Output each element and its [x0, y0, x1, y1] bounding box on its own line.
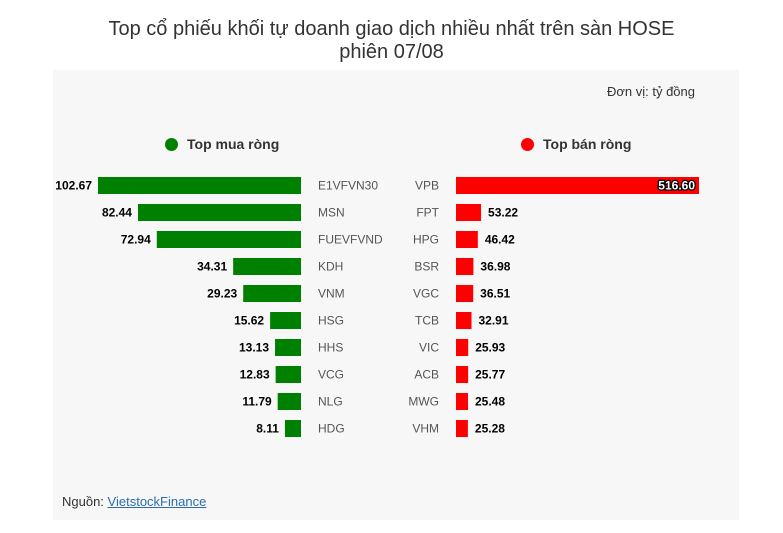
sell-bar [456, 258, 474, 275]
legend-buy[interactable]: Top mua ròng [165, 136, 279, 152]
sell-category-label: VGC [413, 287, 439, 301]
chart-title-line1: Top cổ phiếu khối tự doanh giao dịch nhi… [108, 18, 675, 40]
source-label: Nguồn: [62, 494, 108, 509]
sell-bar [456, 177, 699, 194]
sell-category-label: FPT [416, 206, 439, 220]
buy-bar [233, 258, 301, 275]
source-note: Nguồn: VietstockFinance [62, 494, 206, 509]
sell-value-label: 53.22 [488, 206, 518, 220]
buy-value-label: 12.83 [240, 368, 270, 382]
sell-value-label: 36.98 [480, 260, 510, 274]
buy-bar [270, 312, 301, 329]
buy-category-label: KDH [318, 260, 343, 274]
sell-bar [456, 366, 469, 383]
sell-category-label: TCB [415, 314, 439, 328]
buy-category-label: NLG [318, 395, 343, 409]
unit-label: Đơn vị: tỷ đồng [606, 84, 695, 99]
buy-bar [284, 420, 301, 437]
sell-category-label: BSR [414, 260, 439, 274]
buy-value-label: 34.31 [197, 260, 227, 274]
legend-sell-dot-icon [521, 137, 534, 151]
sell-value-label: 25.93 [475, 341, 505, 355]
buy-category-label: FUEVFVND [318, 233, 383, 247]
sell-value-label: 25.28 [475, 422, 505, 436]
buy-value-label: 15.62 [234, 314, 264, 328]
legend-buy-label: Top mua ròng [187, 136, 280, 152]
sell-bar [456, 312, 472, 329]
buy-value-label: 8.11 [256, 422, 279, 436]
sell-category-label: HPG [413, 233, 439, 247]
buy-category-label: HDG [318, 422, 345, 436]
buy-category-label: HHS [318, 341, 343, 355]
sell-bar [456, 393, 468, 410]
legend-sell-label: Top bán ròng [543, 136, 632, 152]
legend-sell[interactable]: Top bán ròng [521, 136, 631, 152]
buy-category-label: MSN [318, 206, 345, 220]
buy-value-label: 29.23 [207, 287, 237, 301]
sell-category-label: ACB [414, 368, 439, 382]
chart-panel: Đơn vị: tỷ đồng Top mua ròng Top bán ròn… [53, 70, 739, 520]
buy-value-label: 102.67 [55, 179, 92, 193]
buy-value-label: 72.94 [121, 233, 151, 247]
buy-bar [98, 177, 301, 194]
buy-category-label: VCG [318, 368, 344, 382]
buy-category-label: VNM [318, 287, 345, 301]
sell-value-label: 25.77 [475, 368, 505, 382]
sell-value-label: 516.60 [658, 179, 695, 193]
buy-bar [156, 231, 301, 248]
buy-category-label: HSG [318, 314, 344, 328]
buy-value-label: 11.79 [242, 395, 272, 409]
source-link[interactable]: VietstockFinance [107, 494, 207, 509]
sell-bar [456, 204, 482, 221]
chart-title: Top cổ phiếu khối tự doanh giao dịch nhi… [0, 18, 783, 64]
legend-buy-dot-icon [165, 137, 178, 151]
sell-value-label: 32.91 [478, 314, 508, 328]
sell-category-label: VPB [415, 179, 439, 193]
sell-bar [456, 285, 474, 302]
bar-chart: 102.67 E1VFVN30 82.44 MSN 72.94 FUEVFVND 34.31… [55, 177, 699, 437]
buy-bar [277, 393, 301, 410]
sell-bar [456, 339, 469, 356]
sell-bar [456, 420, 468, 437]
buy-category-label: E1VFVN30 [318, 179, 378, 193]
buy-value-label: 13.13 [239, 341, 269, 355]
buy-bar [275, 366, 301, 383]
sell-category-label: VHM [412, 422, 439, 436]
sell-value-label: 25.48 [475, 395, 505, 409]
buy-bar [137, 204, 301, 221]
sell-value-label: 46.42 [485, 233, 515, 247]
sell-category-label: VIC [419, 341, 439, 355]
buy-value-label: 82.44 [102, 206, 132, 220]
sell-bar [456, 231, 478, 248]
sell-value-label: 36.51 [480, 287, 510, 301]
buy-bar [243, 285, 301, 302]
chart-title-line2: phiên 07/08 [339, 41, 444, 63]
buy-bar [275, 339, 301, 356]
sell-category-label: MWG [408, 395, 439, 409]
